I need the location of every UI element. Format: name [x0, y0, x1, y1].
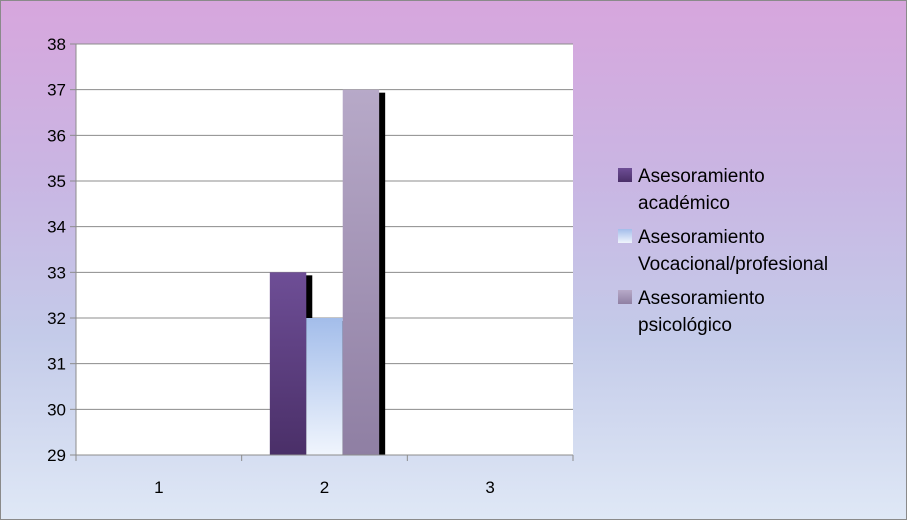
legend: Asesoramiento académico Asesoramiento Vocac… [618, 166, 828, 336]
legend-label: psicológico [638, 315, 732, 336]
x-tick-label: 1 [154, 478, 163, 497]
y-tick-label: 38 [47, 35, 66, 54]
y-tick-label: 29 [47, 446, 66, 465]
bar [306, 318, 343, 455]
y-tick-label: 35 [47, 172, 66, 191]
y-tick-label: 33 [47, 263, 66, 282]
y-tick-label: 30 [47, 400, 66, 419]
legend-label: Vocacional/profesional [638, 254, 828, 275]
y-tick-label: 31 [47, 355, 66, 374]
y-tick-label: 32 [47, 309, 66, 328]
legend-swatch [618, 229, 632, 243]
legend-swatch [618, 290, 632, 304]
bar [342, 89, 380, 456]
legend-label: académico [638, 193, 730, 214]
legend-label: Asesoramiento [638, 288, 765, 309]
bars [269, 89, 386, 456]
x-axis-ticks: 1 2 3 [154, 478, 495, 497]
y-tick-label: 36 [47, 126, 66, 145]
axes [70, 43, 574, 461]
y-tick-label: 37 [47, 81, 66, 100]
legend-swatch [618, 168, 632, 182]
y-axis-ticks: 29 30 31 32 33 34 35 36 37 38 [47, 35, 66, 465]
y-tick-label: 34 [47, 218, 66, 237]
bar [269, 272, 307, 455]
legend-label: Asesoramiento [638, 166, 765, 187]
x-tick-label: 2 [320, 478, 329, 497]
x-tick-label: 3 [485, 478, 494, 497]
legend-label: Asesoramiento [638, 227, 765, 248]
